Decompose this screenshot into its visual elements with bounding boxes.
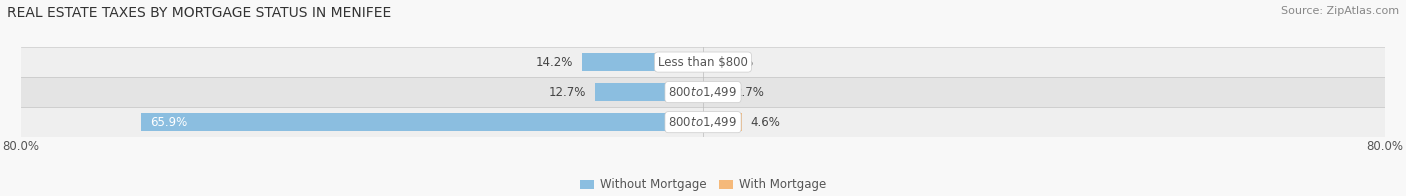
Text: 0.52%: 0.52%: [716, 56, 754, 69]
Bar: [703, 83, 725, 101]
Text: 12.7%: 12.7%: [548, 86, 586, 99]
Text: Source: ZipAtlas.com: Source: ZipAtlas.com: [1281, 6, 1399, 16]
Text: 65.9%: 65.9%: [150, 116, 187, 129]
Text: 14.2%: 14.2%: [536, 56, 574, 69]
Bar: [21, 77, 1385, 107]
Bar: [21, 47, 1385, 77]
Bar: [582, 53, 703, 71]
Bar: [703, 113, 742, 131]
Bar: [141, 113, 703, 131]
Text: REAL ESTATE TAXES BY MORTGAGE STATUS IN MENIFEE: REAL ESTATE TAXES BY MORTGAGE STATUS IN …: [7, 6, 391, 20]
Text: 4.6%: 4.6%: [751, 116, 780, 129]
Text: Less than $800: Less than $800: [658, 56, 748, 69]
Bar: [21, 107, 1385, 137]
Bar: [703, 53, 707, 71]
Text: 2.7%: 2.7%: [734, 86, 765, 99]
Text: $800 to $1,499: $800 to $1,499: [668, 85, 738, 99]
Legend: Without Mortgage, With Mortgage: Without Mortgage, With Mortgage: [575, 174, 831, 196]
Text: $800 to $1,499: $800 to $1,499: [668, 115, 738, 129]
Bar: [595, 83, 703, 101]
